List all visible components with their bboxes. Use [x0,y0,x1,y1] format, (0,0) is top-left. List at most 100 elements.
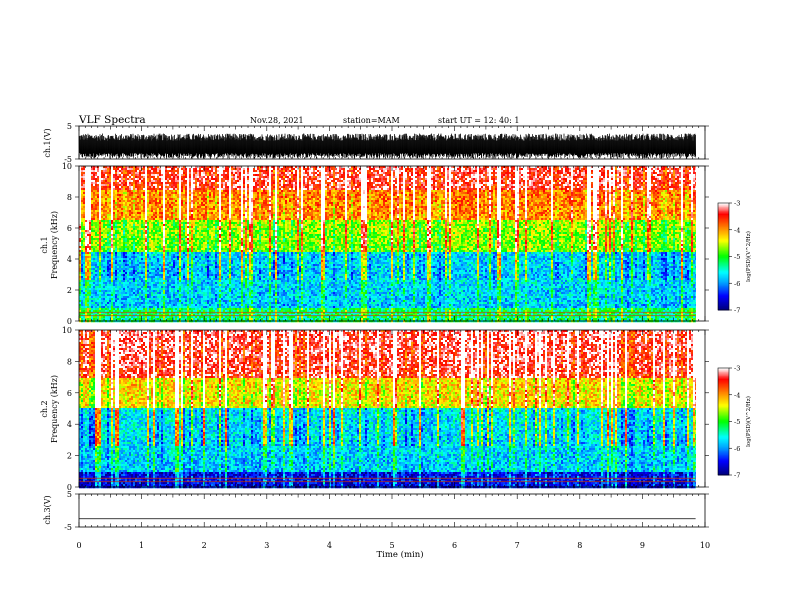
colorbar-swatch [718,430,729,433]
colorbar-swatch [718,247,729,249]
colorbar-swatch [718,300,729,303]
colorbar-swatch [718,438,729,441]
colorbar-tick-label: -3 [734,200,740,208]
colorbar-swatch [718,420,729,422]
colorbar-swatch [718,295,729,298]
colorbar-swatch [718,462,729,465]
spectrogram-cells [79,166,696,323]
colorbar-label: log(PSD)(V^2/Hz) [745,396,752,447]
colorbar-swatch [718,205,729,208]
colorbar-swatch [718,211,729,213]
colorbar-swatch [718,401,729,404]
y-tick-label: 4 [67,255,72,264]
colorbar-swatch [718,437,729,440]
colorbar-swatch [718,224,729,227]
colorbar-tick-label: -6 [734,445,740,453]
y-tick-label: 0 [67,483,72,492]
y-tick-label: 8 [67,193,72,202]
colorbar-swatch [718,466,729,469]
colorbar-swatch [718,253,729,256]
colorbar-swatch [718,442,729,445]
colorbar-swatch [718,217,729,220]
colorbar-swatch [718,461,729,464]
colorbar-swatch [718,209,729,212]
colorbar-swatch [718,413,729,416]
colorbar-swatch [718,378,729,381]
colorbar-swatch [718,268,729,271]
colorbar-swatch [718,276,729,279]
station-label: station=MAM [343,116,400,125]
colorbar-swatch [718,221,729,224]
colorbar-swatch [718,213,729,216]
colorbar-tick-label: -7 [734,307,740,315]
colorbar-swatch [718,216,729,219]
colorbar-swatch [718,396,729,398]
colorbar-swatch [718,296,729,299]
y-tick-label: 6 [67,389,72,398]
y-tick-label: -5 [64,523,72,532]
ch1-waveform-panel: -5 5 [64,122,709,164]
colorbar-swatch [718,297,729,300]
colorbar-swatch [718,369,729,372]
time-axis: 0 1 2 3 4 5 6 7 8 9 10 [76,541,710,550]
y-tick-label: 2 [67,452,72,461]
colorbar-swatch [718,207,729,209]
colorbar-swatch [718,380,729,382]
colorbar-swatch [718,388,729,390]
date-label: Nov.28, 2021 [250,116,304,125]
y-tick-label: 2 [67,286,72,295]
colorbar-swatch [718,434,729,437]
colorbar-swatch [718,393,729,396]
colorbar-swatch [718,273,729,276]
colorbar-swatch [718,248,729,251]
y-tick-label: 6 [67,224,72,233]
colorbar-swatch [718,370,729,373]
colorbar-swatch [718,384,729,386]
colorbar-swatch [718,409,729,412]
colorbar-swatch [718,271,729,274]
ch3-waveform-panel: -5 5 [64,490,709,532]
colorbar-swatch [718,301,729,304]
colorbar-swatch [718,426,729,429]
colorbar-tick-label: -7 [734,472,740,480]
colorbar-swatch [718,445,729,448]
colorbar-swatch [718,405,729,408]
colorbar-swatch [718,283,729,286]
colorbar-swatch [718,288,729,291]
colorbar-swatch [718,414,729,417]
colorbar-swatch [718,397,729,400]
colorbar-swatch [718,305,729,308]
colorbar-swatch [718,236,729,239]
colorbar-swatch [718,390,729,393]
colorbar-swatch [718,255,729,257]
colorbar-swatch [718,232,729,235]
colorbar-swatch [718,408,729,410]
colorbar-swatch [718,244,729,247]
colorbar-swatch [718,228,729,231]
colorbar-swatch [718,233,729,236]
colorbar-swatch [718,428,729,431]
x-tick-label: 3 [264,541,269,550]
colorbar-swatch [718,373,729,376]
colorbar-swatch [718,469,729,472]
colorbar-swatch [718,289,729,292]
colorbar-swatch [718,227,729,229]
colorbar-swatch [718,256,729,259]
colorbar-swatch [718,402,729,405]
colorbar-swatch [718,394,729,397]
colorbar-swatch [718,292,729,295]
colorbar-tick-label: -6 [734,280,740,288]
ch2-spectrogram-panel: 0 2 4 6 8 10 [62,326,709,492]
colorbar-swatch [718,307,729,310]
colorbar-swatch [718,458,729,461]
x-tick-label: 10 [700,541,710,550]
colorbar-swatch [718,277,729,280]
colorbar-swatch [718,450,729,453]
colorbar-swatch [718,429,729,432]
x-tick-label: 7 [515,541,520,550]
ch3-voltage-label: ch.3(V) [43,495,52,524]
colorbar-swatch [718,280,729,283]
colorbar-swatch [718,412,729,414]
colorbar-swatch [718,249,729,252]
colorbar-swatch [718,456,729,459]
